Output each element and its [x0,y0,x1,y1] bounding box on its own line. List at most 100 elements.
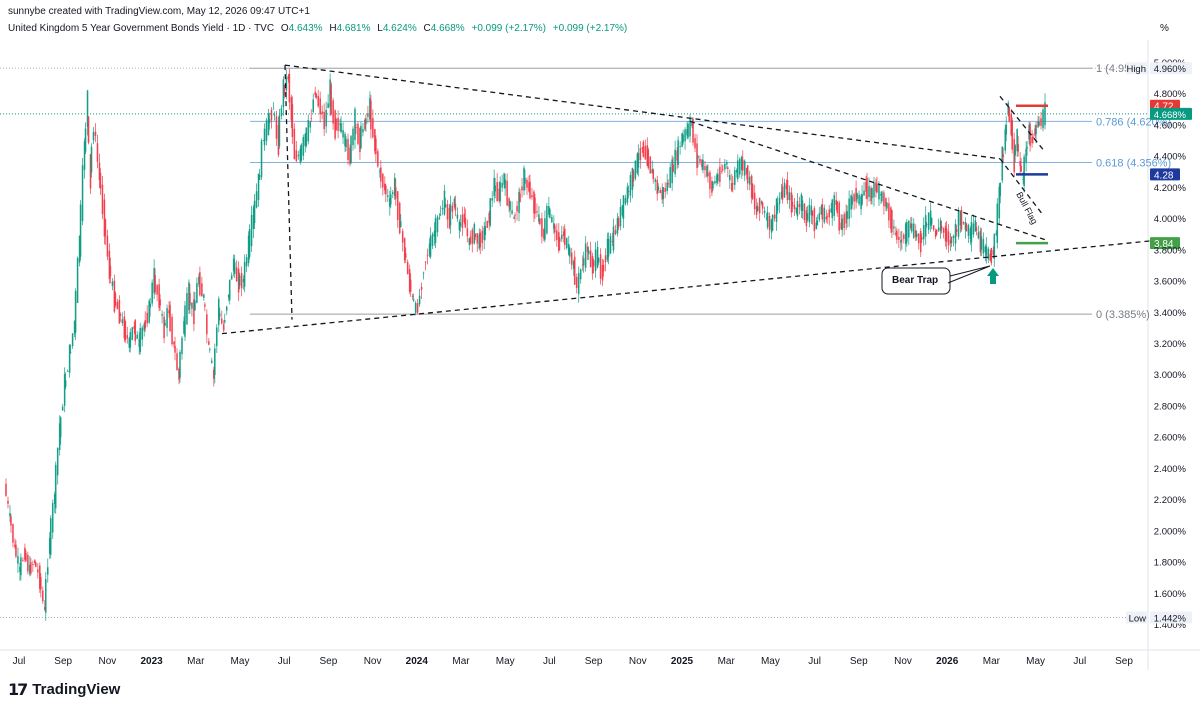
candle-body [558,232,560,251]
candle-body [382,173,384,188]
high-value: 4.681% [336,23,371,34]
candle-body [513,217,515,219]
candle-body [716,175,718,183]
candle-body [689,118,691,137]
open-label: O [280,23,289,34]
candle-body [35,562,37,567]
candle-body [781,186,784,200]
candle-body [876,184,878,193]
candle-body [565,238,568,248]
candle-body [903,234,905,240]
candle-body [677,140,679,165]
candle-body [340,123,342,133]
candle-body [766,212,769,228]
candle-body [498,188,500,201]
candle-body [189,292,191,306]
candle-body [422,272,425,274]
candle-body [661,189,664,200]
candle-body [666,182,668,192]
candle-body [1023,156,1025,186]
candle-body [989,253,992,261]
candle-body [727,167,729,169]
candle-body [143,324,146,331]
candle-body [29,564,31,575]
candle-body [51,503,54,533]
candle-body [563,228,566,245]
candle-body [914,230,917,238]
candle-body [531,195,533,198]
candle-body [992,250,995,255]
candle-body [955,229,958,232]
candle-body [682,134,684,143]
candle-body [388,198,391,207]
candle-body [826,216,829,218]
candle-body [780,191,783,198]
candle-body [1014,145,1016,156]
candle-body [906,222,908,243]
change-value-2: +0.099 (+2.17%) [552,23,628,34]
candle-body [803,203,806,221]
candle-body [726,162,728,165]
candle-body [833,195,836,216]
candle-body [712,182,714,189]
candle-body [401,231,404,243]
axis-tag-name-bg [1126,611,1148,624]
candle-body [679,146,681,147]
candle-body [230,275,233,280]
candle-body [870,188,872,202]
x-tick-label: Mar [718,656,736,667]
candle-body [424,261,427,263]
candle-body [499,181,501,202]
candle-body [589,250,592,268]
candle-body [250,215,253,247]
price-level-tag [1150,237,1180,250]
candle-body [173,341,175,345]
candle-body [99,172,102,189]
candle-body [213,348,216,375]
candle-body [543,228,545,239]
candle-body [354,108,356,140]
candle-body [295,150,298,162]
candle-body [790,192,793,213]
candle-body [220,318,223,324]
candle-body [810,205,813,215]
candle-body [808,204,811,223]
candle-body [815,222,818,230]
candle-body [362,129,364,133]
x-tick-label: May [496,656,515,667]
candle-body [881,191,883,202]
price-axis-unit: % [1160,23,1169,34]
close-label: C [423,23,431,34]
candle-body [149,303,151,308]
candle-body [335,118,337,131]
candle-body [805,210,808,227]
candle-body [428,243,431,256]
candle-body [20,557,22,576]
candle-body [399,221,402,228]
candle-body [166,308,168,328]
axis-tag-value: 4.960% [1154,64,1187,75]
candle-body [260,140,263,178]
candle-body [813,208,816,232]
candle-body [821,204,824,220]
x-tick-label: May [761,656,780,667]
candle-body [411,295,414,297]
candle-body [191,302,193,309]
candle-body [458,221,461,231]
candle-body [771,215,774,231]
tradingview-logo[interactable]: 17 TradingView [8,680,120,699]
candle-body [972,223,975,235]
candle-body [514,214,516,216]
candle-body [118,300,121,324]
candle-body [848,198,850,219]
candle-body [238,275,241,286]
candle-body [280,108,283,116]
candle-body [518,191,520,214]
candle-body [349,147,351,164]
candle-body [367,113,369,117]
candle-body [890,207,892,229]
candle-body [146,312,148,324]
candle-body [213,369,215,379]
candle-body [489,198,492,226]
